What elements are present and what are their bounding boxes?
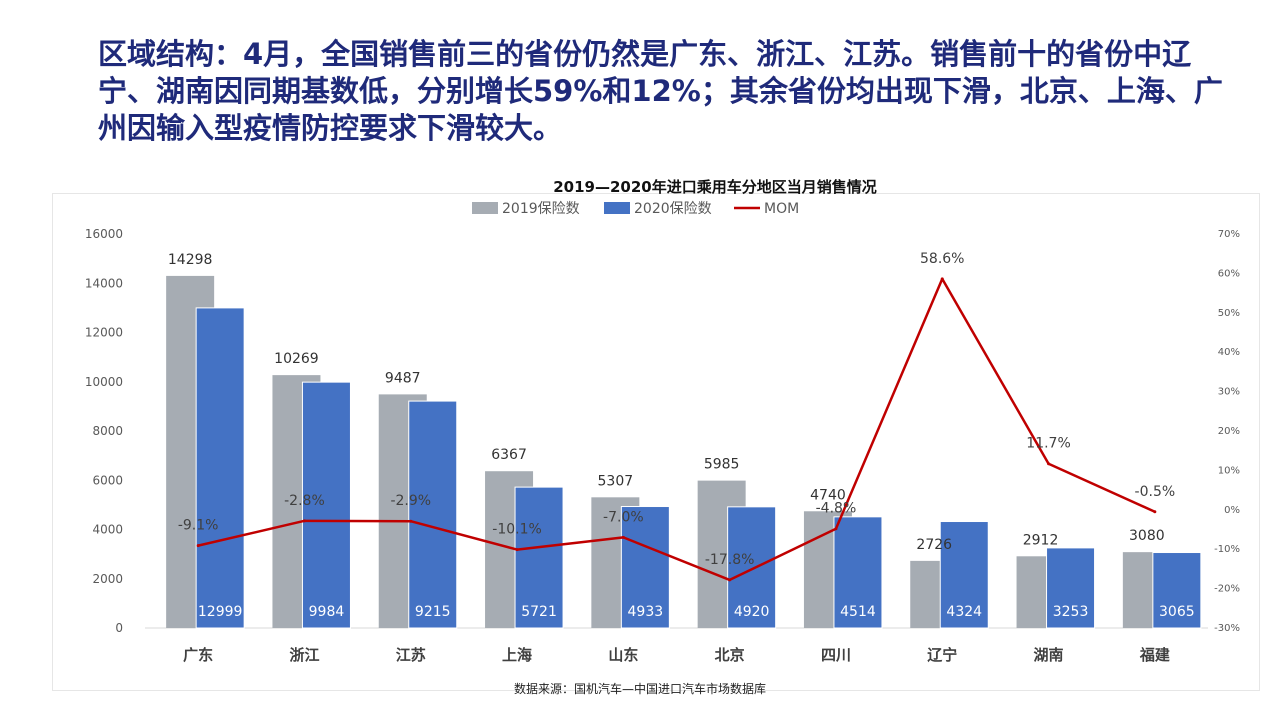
x-tick-label: 福建 — [1139, 646, 1171, 664]
bar-2019-data-label: 9487 — [385, 370, 421, 386]
legend-label-mom: MOM — [764, 201, 799, 217]
legend-label-2020: 2020保险数 — [634, 201, 712, 217]
bar-2020-data-label: 3253 — [1053, 604, 1089, 620]
bar-2020-data-label: 4933 — [628, 604, 664, 620]
legend-swatch-2019 — [472, 202, 498, 214]
mom-point — [409, 519, 413, 523]
bar-2019-data-label: 3080 — [1129, 528, 1165, 544]
bar-2020 — [727, 506, 777, 629]
y-right-tick-label: 0% — [1224, 505, 1240, 516]
mom-point — [1153, 510, 1157, 514]
mom-point — [728, 578, 732, 582]
bar-2020 — [195, 307, 245, 629]
y-right-tick-label: 30% — [1218, 387, 1240, 398]
bar-2019-data-label: 5307 — [598, 473, 634, 489]
y-left-tick-label: 14000 — [85, 276, 123, 290]
bar-2020-data-label: 4514 — [840, 604, 876, 620]
mom-point — [515, 548, 519, 552]
y-right-tick-label: -10% — [1214, 544, 1240, 555]
mom-line — [197, 277, 1156, 582]
bar-2019-data-label: 2912 — [1023, 532, 1059, 548]
y-left-tick-label: 2000 — [92, 572, 123, 586]
y-left-tick-label: 6000 — [92, 473, 123, 487]
bar-2020 — [1152, 552, 1202, 629]
bar-2020-data-label: 9215 — [415, 604, 451, 620]
bar-2019-data-label: 14298 — [168, 252, 213, 268]
chart-frame — [52, 193, 1260, 691]
bars: 14298 12999 10269 9984 9487 9215 6367 5721 5307 4… — [166, 252, 1202, 629]
y-axis-right: -30% -20% -10% 0% 10% 20% 30% 40% 50% 60% 70% — [1214, 229, 1240, 634]
bar-2020 — [833, 516, 883, 629]
legend-swatch-2020 — [604, 202, 630, 214]
y-left-tick-label: 10000 — [85, 375, 123, 389]
y-right-tick-label: 20% — [1218, 426, 1240, 437]
x-tick-label: 上海 — [502, 646, 532, 664]
mom-point — [940, 277, 944, 281]
mom-data-label: -4.8% — [816, 501, 857, 517]
mom-point — [621, 535, 625, 539]
mom-data-label: -17.8% — [705, 552, 755, 568]
mom-data-label: -10.1% — [492, 522, 542, 538]
mom-data-label: -9.1% — [178, 518, 219, 534]
mom-point — [1047, 462, 1051, 466]
data-source: 数据来源：国机汽车—中国进口汽车市场数据库 — [514, 681, 766, 696]
mom-point — [834, 527, 838, 531]
mom-data-label: 11.7% — [1026, 436, 1070, 452]
bar-2020 — [1046, 547, 1096, 629]
y-right-tick-label: -30% — [1214, 623, 1240, 634]
mom-data-label: -2.8% — [284, 493, 325, 509]
y-right-tick-label: 10% — [1218, 465, 1240, 476]
bar-2019-data-label: 4740 — [810, 487, 846, 503]
y-left-tick-label: 16000 — [85, 227, 123, 241]
bar-2019-data-label: 5985 — [704, 457, 740, 473]
mom-data-label: -2.9% — [390, 493, 431, 509]
mom-point — [302, 519, 306, 523]
bar-2020-data-label: 4920 — [734, 604, 770, 620]
bar-2020-data-label: 3065 — [1159, 604, 1195, 620]
x-tick-label: 江苏 — [396, 646, 426, 664]
legend-label-2019: 2019保险数 — [502, 201, 580, 217]
y-left-tick-label: 0 — [115, 621, 123, 635]
y-right-tick-label: -20% — [1214, 584, 1240, 595]
mom-data-label: -0.5% — [1135, 484, 1176, 500]
bar-2020-data-label: 5721 — [521, 604, 557, 620]
x-tick-label: 湖南 — [1034, 646, 1064, 664]
x-tick-label: 广东 — [183, 646, 213, 664]
x-tick-label: 北京 — [715, 646, 745, 664]
bar-2020 — [301, 381, 351, 629]
chart-title: 2019—2020年进口乘用车分地区当月销售情况 — [553, 178, 877, 196]
bar-2020-data-label: 12999 — [198, 604, 243, 620]
x-axis: 广东 浙江 江苏 上海 山东 北京 四川 辽宁 湖南 福建 — [183, 646, 1171, 664]
y-left-tick-label: 4000 — [92, 523, 123, 537]
y-axis-left: 0 2000 4000 6000 8000 10000 12000 14000 16000 — [85, 227, 123, 635]
mom-data-label: 58.6% — [920, 251, 964, 267]
legend: 2019保险数 2020保险数 MOM — [472, 201, 799, 217]
y-left-tick-label: 8000 — [92, 424, 123, 438]
bar-2020 — [620, 506, 670, 629]
bar-2020 — [939, 521, 989, 629]
bar-2019-data-label: 6367 — [491, 447, 527, 463]
x-tick-label: 辽宁 — [927, 646, 957, 664]
mom-series: -9.1% -2.8% -2.9% -10.1% -7.0% -17.8% -4.8% 58.… — [178, 251, 1175, 582]
y-right-tick-label: 50% — [1218, 308, 1240, 319]
y-left-tick-label: 12000 — [85, 326, 123, 340]
x-tick-label: 浙江 — [289, 646, 319, 664]
headline: 区域结构：4月，全国销售前三的省份仍然是广东、浙江、江苏。销售前十的省份中辽宁、… — [98, 37, 1223, 145]
y-right-tick-label: 70% — [1218, 229, 1240, 240]
mom-point — [196, 544, 200, 548]
bar-2020-data-label: 9984 — [309, 604, 345, 620]
mom-data-label: -7.0% — [603, 509, 644, 525]
bar-2019-data-label: 2726 — [916, 537, 952, 553]
bar-2020 — [514, 486, 564, 629]
bar-2020 — [408, 400, 458, 629]
y-right-tick-label: 40% — [1218, 347, 1240, 358]
y-right-tick-label: 60% — [1218, 268, 1240, 279]
x-tick-label: 山东 — [608, 646, 638, 664]
bar-2019-data-label: 10269 — [274, 351, 319, 367]
x-tick-label: 四川 — [821, 646, 851, 664]
bar-2020-data-label: 4324 — [946, 604, 982, 620]
